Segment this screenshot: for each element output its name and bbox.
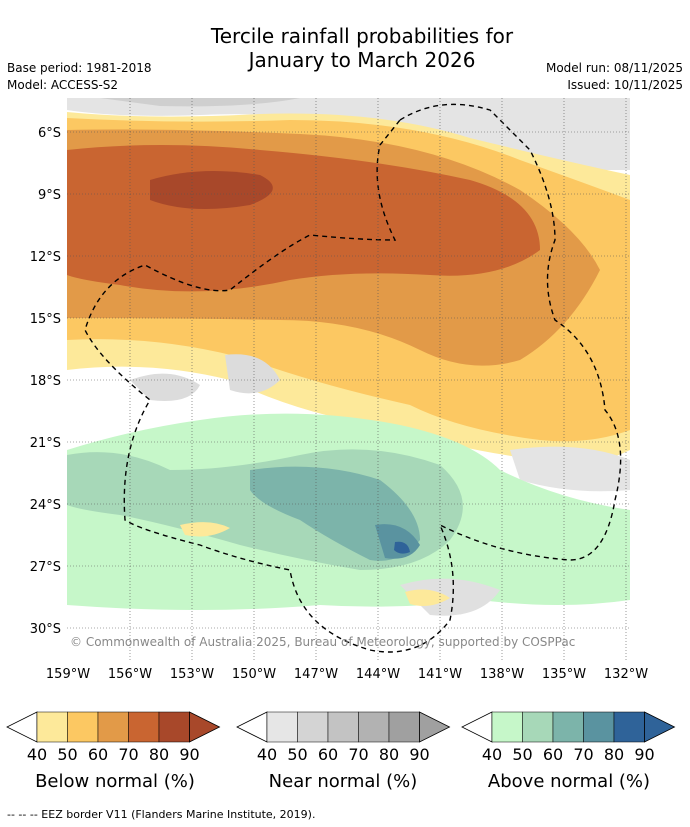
lat-label: 12°S — [30, 250, 61, 265]
below-normal-low-2 — [405, 589, 450, 606]
lat-label: 6°S — [38, 126, 61, 141]
title-line2: January to March 2026 — [248, 48, 476, 72]
model-name: Model: ACCESS-S2 — [7, 78, 119, 92]
colorbar-tick: 90 — [179, 745, 200, 764]
copyright-text: © Commonwealth of Australia 2025, Bureau… — [70, 635, 575, 649]
colorbar-segment — [358, 711, 390, 743]
lon-label: 153°W — [170, 667, 214, 682]
colorbar-tick: 80 — [603, 745, 625, 764]
above-normal-60 — [250, 466, 420, 561]
probability-field — [67, 98, 630, 660]
lat-label: 18°S — [30, 374, 61, 389]
colorbar-label-below: Below normal (%) — [35, 771, 195, 792]
colorbar-segment — [327, 711, 359, 743]
issued-date: Issued: 10/11/2025 — [567, 78, 683, 92]
colorbar-tick: 90 — [634, 745, 655, 764]
colorbar-tick: 80 — [378, 745, 400, 764]
lon-label: 138°W — [480, 667, 524, 682]
lon-label: 132°W — [604, 667, 648, 682]
grid-lines — [67, 98, 630, 660]
near-normal-low — [400, 578, 500, 616]
colorbar-tick: 70 — [118, 745, 139, 764]
lat-label: 21°S — [30, 436, 61, 451]
colorbar-high-extend — [644, 711, 676, 743]
colorbar-tick: 40 — [26, 745, 48, 764]
lat-label: 9°S — [38, 188, 61, 203]
colorbar-tick: 70 — [348, 745, 369, 764]
colorbar-tick: 90 — [409, 745, 430, 764]
colorbar-tick: 40 — [256, 745, 278, 764]
colorbar-tick: 70 — [573, 745, 594, 764]
below-normal-low — [180, 522, 230, 537]
colorbar-low-extend — [6, 711, 38, 743]
lat-label: 27°S — [30, 560, 61, 575]
colorbar-high-extend — [189, 711, 221, 743]
title-line1: Tercile rainfall probabilities for — [210, 24, 514, 48]
near-normal-top-dark — [100, 98, 300, 107]
lon-label: 147°W — [294, 667, 338, 682]
colorbar-segment — [266, 711, 298, 743]
colorbar-tick: 60 — [87, 745, 109, 764]
colorbar-segment — [297, 711, 329, 743]
above-normal-80 — [394, 541, 410, 554]
latitude-labels: 6°S 9°S 12°S 15°S 18°S 21°S 24°S 27°S 30°S — [30, 126, 61, 637]
colorbar-segment — [67, 711, 99, 743]
colorbar-tick: 50 — [57, 745, 78, 764]
colorbar-low-extend — [461, 711, 493, 743]
near-normal-mid-1 — [130, 373, 200, 401]
lon-label: 159°W — [46, 667, 90, 682]
lon-label: 135°W — [542, 667, 586, 682]
colorbar-segment — [522, 711, 554, 743]
colorbar-label-near: Near normal (%) — [268, 771, 418, 792]
rainfall-map: © Commonwealth of Australia 2025, Bureau… — [30, 98, 648, 682]
colorbars — [6, 711, 676, 743]
below-normal-80 — [150, 171, 273, 209]
colorbar-segment — [552, 711, 584, 743]
colorbar-tick: 80 — [148, 745, 170, 764]
lat-label: 24°S — [30, 498, 61, 513]
colorbar-segment — [583, 711, 615, 743]
near-normal-top — [67, 98, 630, 170]
near-normal-mid-4 — [510, 446, 630, 492]
colorbar-segment — [97, 711, 129, 743]
base-period: Base period: 1981-2018 — [7, 61, 152, 75]
colorbar-tick: 60 — [317, 745, 339, 764]
colorbar-tick: 50 — [287, 745, 308, 764]
colorbar-label-above: Above normal (%) — [487, 771, 651, 792]
lon-label: 141°W — [418, 667, 462, 682]
colorbar-low-extend — [236, 711, 268, 743]
longitude-labels: 159°W 156°W 153°W 150°W 147°W 144°W 141°W 138°W… — [46, 667, 648, 682]
lat-label: 15°S — [30, 312, 61, 327]
colorbar-tick: 40 — [481, 745, 503, 764]
lon-label: 144°W — [356, 667, 400, 682]
lon-label: 150°W — [232, 667, 276, 682]
colorbar-segment — [36, 711, 68, 743]
colorbar-segment — [388, 711, 420, 743]
colorbar-high-extend — [419, 711, 451, 743]
near-normal-mid-2 — [225, 354, 280, 394]
lat-label: 30°S — [30, 622, 61, 637]
colorbar-segment — [128, 711, 160, 743]
colorbar-segment — [158, 711, 190, 743]
eez-border — [84, 103, 622, 653]
model-run: Model run: 08/11/2025 — [545, 61, 683, 75]
eez-footnote: -- -- -- EEZ border V11 (Flanders Marine… — [7, 808, 316, 821]
colorbar-segment — [491, 711, 523, 743]
colorbar-tick: 60 — [542, 745, 564, 764]
lon-label: 156°W — [108, 667, 152, 682]
colorbar-segment — [613, 711, 645, 743]
colorbar-tick: 50 — [512, 745, 533, 764]
